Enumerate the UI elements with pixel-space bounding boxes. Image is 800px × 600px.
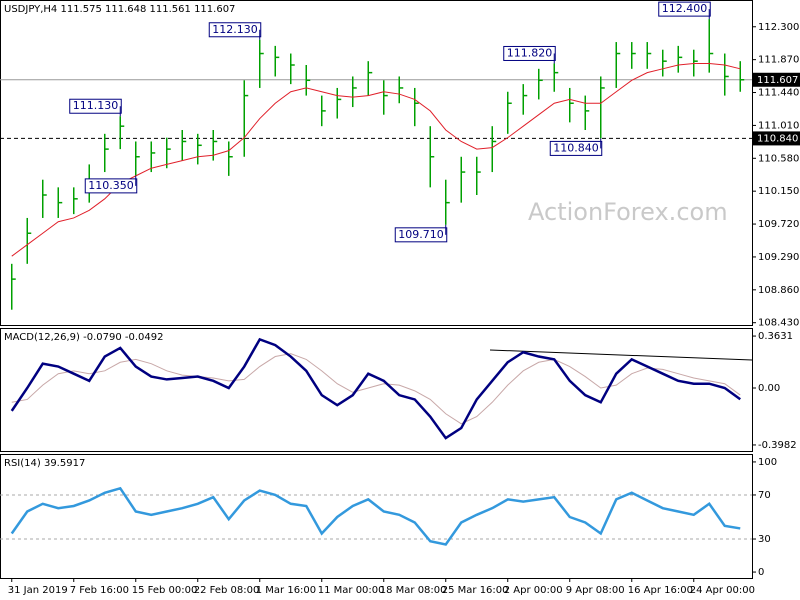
y-tick-label: 110.580 (758, 153, 799, 164)
x-tick-label: 1 Mar 16:00 (256, 585, 316, 596)
x-tick-label: 9 Apr 08:00 (566, 585, 625, 596)
x-tick-label: 22 Feb 08:00 (194, 585, 260, 596)
y-tick-label: 109.290 (758, 252, 799, 263)
y-tick-label: 100 (758, 457, 777, 468)
x-tick-label: 7 Feb 16:00 (70, 585, 129, 596)
y-tick-label: 108.430 (758, 318, 799, 329)
pane-frame (0, 328, 753, 452)
y-tick-label: 111.870 (758, 55, 799, 66)
y-tick-label: 110.150 (758, 186, 799, 197)
x-tick-label: 31 Jan 2019 (8, 585, 68, 596)
pane-title: USDJPY,H4 111.575 111.648 111.561 111.60… (4, 4, 235, 15)
x-tick-label: 25 Mar 16:00 (442, 585, 509, 596)
indicator-line (10, 486, 741, 546)
indicator-line (11, 353, 741, 425)
annotation-box (69, 98, 122, 114)
annotation-label: 112.130 (212, 23, 258, 36)
pane-frame (0, 454, 753, 579)
annotation-label: 112.400 (662, 2, 708, 15)
x-tick-label: 2 Apr 00:00 (504, 585, 563, 596)
annotation-box (84, 178, 138, 194)
price-line-box (753, 72, 800, 87)
x-tick-label: 16 Apr 16:00 (628, 585, 693, 596)
indicator-line (10, 337, 741, 440)
x-tick-label: 11 Mar 00:00 (318, 585, 385, 596)
moving-average (11, 62, 741, 257)
pane-frame (0, 0, 753, 326)
annotation-box (658, 1, 711, 17)
y-tick-label: 109.720 (758, 219, 799, 230)
price-line-box (753, 131, 800, 146)
watermark: ActionForex.com (528, 198, 728, 226)
annotation-box (394, 227, 448, 243)
x-tick-label: 15 Feb 00:00 (132, 585, 198, 596)
price-line-label: 110.840 (757, 133, 798, 144)
annotation-label: 111.130 (73, 99, 119, 112)
y-tick-label: -0.3982 (758, 440, 797, 451)
price-line-label: 111.607 (757, 75, 798, 86)
annotation-label: 109.710 (398, 228, 444, 241)
annotation-label: 110.840 (553, 141, 599, 154)
y-tick-label: 0.3631 (758, 331, 793, 342)
y-tick-label: 111.440 (758, 88, 799, 99)
annotation-box (503, 45, 556, 61)
y-tick-label: 111.010 (758, 120, 799, 131)
x-tick-label: 24 Apr 00:00 (690, 585, 755, 596)
y-tick-label: 108.860 (758, 285, 799, 296)
pane-title: RSI(14) 39.5917 (4, 458, 85, 469)
y-tick-label: 0 (758, 567, 764, 578)
annotation-label: 110.350 (88, 179, 134, 192)
x-tick-label: 18 Mar 08:00 (380, 585, 447, 596)
y-tick-label: 112.300 (758, 22, 799, 33)
annotation-label: 111.820 (507, 46, 553, 59)
trend-line (489, 349, 753, 361)
annotation-box (549, 140, 603, 156)
pane-title: MACD(12,26,9) -0.0790 -0.0492 (4, 332, 164, 343)
annotation-box (208, 22, 262, 38)
y-tick-label: 70 (758, 490, 771, 501)
y-tick-label: 30 (758, 534, 771, 545)
y-tick-label: 0.00 (758, 383, 780, 394)
